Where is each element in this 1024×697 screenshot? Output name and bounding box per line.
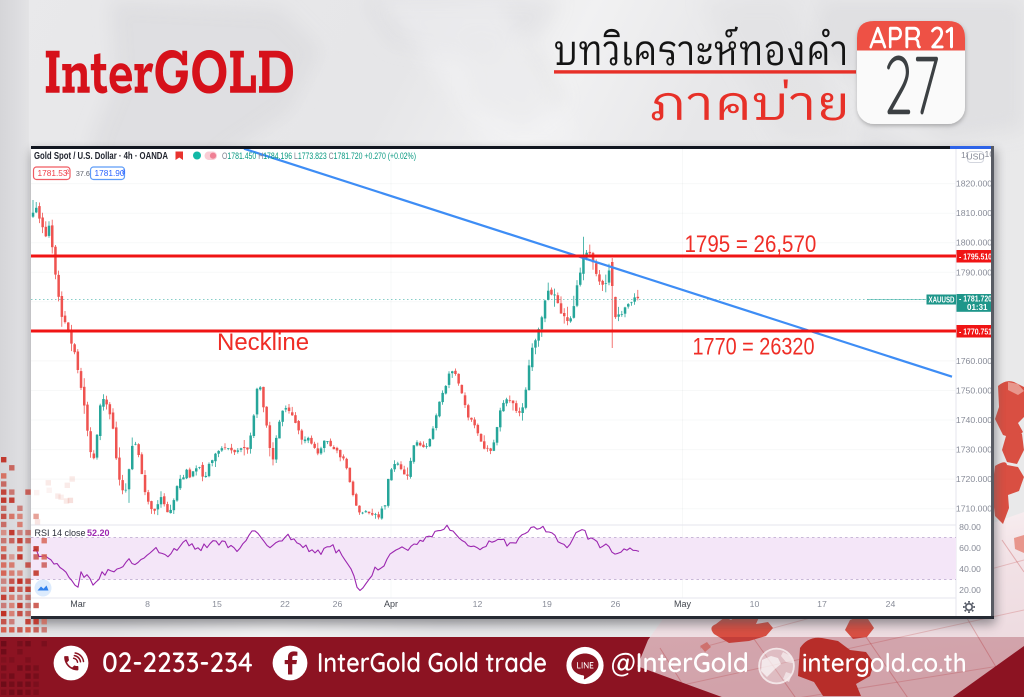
svg-text:37.6: 37.6 bbox=[76, 169, 90, 178]
svg-text:10: 10 bbox=[985, 149, 995, 159]
svg-text:XAUUSD: XAUUSD bbox=[929, 296, 955, 305]
svg-text:60.00: 60.00 bbox=[959, 543, 981, 553]
svg-text:1720.000: 1720.000 bbox=[956, 474, 992, 484]
svg-text:1760.000: 1760.000 bbox=[956, 356, 992, 366]
svg-text:10: 10 bbox=[750, 599, 760, 609]
svg-text:1750.000: 1750.000 bbox=[956, 386, 992, 396]
svg-text:24: 24 bbox=[886, 599, 896, 609]
svg-text:1781.90: 1781.90 bbox=[95, 168, 125, 178]
svg-text:1795 = 26,570: 1795 = 26,570 bbox=[685, 231, 817, 258]
svg-text:22: 22 bbox=[280, 599, 290, 609]
svg-text:1800.000: 1800.000 bbox=[956, 238, 992, 248]
svg-text:- 1770.751: - 1770.751 bbox=[959, 328, 992, 337]
svg-text:1790.000: 1790.000 bbox=[956, 267, 992, 277]
svg-text:26: 26 bbox=[333, 599, 343, 609]
svg-text:- 1795.510: - 1795.510 bbox=[959, 253, 992, 262]
svg-text:17: 17 bbox=[817, 599, 827, 609]
svg-text:18: 18 bbox=[961, 150, 971, 160]
svg-text:52.20: 52.20 bbox=[87, 528, 110, 538]
svg-text:Mar: Mar bbox=[70, 599, 86, 609]
svg-text:- 1781.720: - 1781.720 bbox=[959, 295, 992, 304]
svg-text:01:31: 01:31 bbox=[967, 303, 988, 312]
svg-text:1730.000: 1730.000 bbox=[956, 445, 992, 455]
svg-text:1820.000: 1820.000 bbox=[956, 179, 992, 189]
svg-text:80.00: 80.00 bbox=[959, 522, 981, 532]
svg-text:2: 2 bbox=[66, 170, 70, 176]
svg-text:USD: USD bbox=[966, 152, 984, 162]
svg-text:Neckline: Neckline bbox=[217, 329, 309, 356]
svg-text:Gold Spot / U.S. Dollar · 4h ·: Gold Spot / U.S. Dollar · 4h · OANDA bbox=[34, 150, 168, 162]
svg-text:1740.000: 1740.000 bbox=[956, 415, 992, 425]
svg-text:40.00: 40.00 bbox=[959, 564, 981, 574]
svg-text:1810.000: 1810.000 bbox=[956, 208, 992, 218]
svg-text:1781.53: 1781.53 bbox=[38, 168, 68, 178]
svg-text:19: 19 bbox=[542, 599, 552, 609]
svg-text:26: 26 bbox=[611, 599, 621, 609]
svg-text:1710.000: 1710.000 bbox=[956, 504, 992, 514]
svg-text:20.00: 20.00 bbox=[959, 585, 981, 595]
svg-text:8: 8 bbox=[122, 170, 126, 176]
svg-text:O1781.450 H1784.196 L1773.823: O1781.450 H1784.196 L1773.823 C1781.720 … bbox=[222, 151, 416, 161]
svg-text:Apr: Apr bbox=[384, 599, 398, 609]
svg-text:RSI 14 close: RSI 14 close bbox=[35, 528, 86, 538]
svg-text:8: 8 bbox=[145, 599, 150, 609]
svg-text:May: May bbox=[674, 599, 692, 609]
svg-text:1770 = 26320: 1770 = 26320 bbox=[693, 334, 815, 361]
svg-text:15: 15 bbox=[212, 599, 222, 609]
svg-text:12: 12 bbox=[473, 599, 483, 609]
